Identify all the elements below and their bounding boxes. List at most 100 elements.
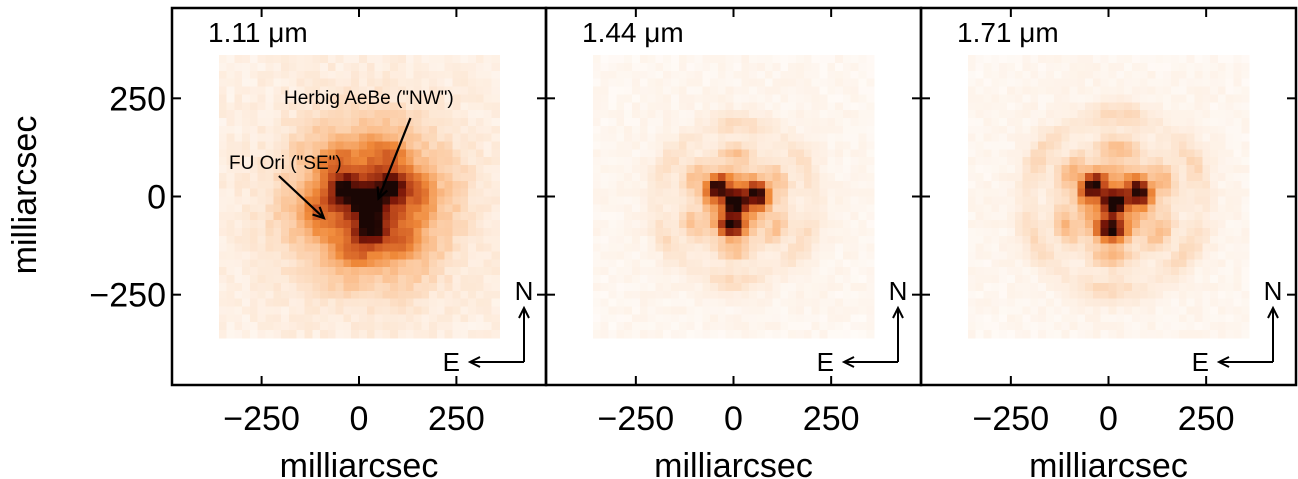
heatmap-cell <box>1225 196 1235 205</box>
heatmap-cell <box>359 243 368 253</box>
heatmap-cell <box>1006 78 1016 88</box>
heatmap-cell <box>1092 110 1102 119</box>
heatmap-cell <box>1077 157 1086 166</box>
heatmap-cell <box>1006 70 1016 80</box>
heatmap-cell <box>397 141 407 150</box>
heatmap-cell <box>850 94 860 103</box>
heatmap-cell <box>780 322 789 331</box>
heatmap-cell <box>631 102 641 111</box>
heatmap-cell <box>491 188 500 198</box>
heatmap-cell <box>1147 322 1156 331</box>
heatmap-cell <box>468 102 477 111</box>
heatmap-cell <box>1038 220 1047 229</box>
wavelength-value: 1.71 <box>957 17 1019 48</box>
heatmap-cell <box>1131 306 1141 315</box>
heatmap-cell <box>1241 70 1250 80</box>
heatmap-cell <box>491 172 500 182</box>
heatmap-cell <box>1139 314 1149 323</box>
heatmap-image <box>218 55 500 339</box>
heatmap-cell <box>1014 298 1024 308</box>
heatmap-cell <box>452 212 461 221</box>
x-axis-label: milliarcsec <box>654 447 813 479</box>
annotation-label: FU Ori ("SE") <box>229 153 342 174</box>
heatmap-cell <box>296 322 306 331</box>
heatmap-cell <box>1108 94 1117 103</box>
heatmap-cell <box>1069 282 1078 292</box>
heatmap-cell <box>741 133 750 143</box>
heatmap-cell <box>1116 125 1125 135</box>
heatmap-cell <box>1077 196 1086 205</box>
heatmap-cell <box>1210 188 1219 198</box>
heatmap-cell <box>631 133 641 143</box>
heatmap-cell <box>281 86 290 95</box>
heatmap-cell <box>1092 322 1102 331</box>
heatmap-cell <box>600 227 610 237</box>
heatmap-cell <box>749 322 758 331</box>
heatmap-cell <box>702 298 711 308</box>
heatmap-cell <box>780 125 789 135</box>
heatmap-cell <box>1116 102 1125 111</box>
heatmap-cell <box>1108 306 1117 315</box>
heatmap-cell <box>1022 86 1031 95</box>
heatmap-cell <box>710 165 719 174</box>
heatmap-cell <box>741 70 750 80</box>
heatmap-cell <box>639 94 649 103</box>
heatmap-cell <box>678 267 688 276</box>
heatmap-cell <box>226 78 235 88</box>
compass-east-arrow <box>841 356 855 368</box>
heatmap-cell <box>975 157 985 166</box>
heatmap-cell <box>1241 227 1250 237</box>
heatmap-cell <box>1069 267 1078 276</box>
heatmap-cell <box>436 259 446 268</box>
heatmap-cell <box>1061 259 1071 268</box>
compass-east-label: E <box>443 347 460 377</box>
heatmap-cell <box>850 141 860 150</box>
heatmap-cell <box>624 86 633 95</box>
heatmap-cell <box>249 110 259 119</box>
heatmap-cell <box>655 55 664 64</box>
heatmap-cell <box>249 243 259 253</box>
heatmap-cell <box>1108 290 1117 300</box>
heatmap-cell <box>1210 157 1219 166</box>
heatmap-cell <box>1131 330 1141 339</box>
heatmap-cell <box>1085 259 1094 268</box>
heatmap-cell <box>343 62 352 72</box>
heatmap-cell <box>273 62 282 72</box>
heatmap-cell <box>764 243 774 253</box>
heatmap-cell <box>678 157 688 166</box>
heatmap-cell <box>764 172 774 182</box>
heatmap-cell <box>671 141 680 150</box>
heatmap-cell <box>452 243 461 253</box>
heatmap-cell <box>1131 117 1141 127</box>
heatmap-cell <box>343 196 352 205</box>
heatmap-cell <box>1217 267 1227 276</box>
heatmap-cell <box>756 62 766 72</box>
heatmap-cell <box>1194 267 1203 276</box>
heatmap-cell <box>764 149 774 158</box>
heatmap-cell <box>842 235 852 245</box>
heatmap-cell <box>359 298 368 308</box>
heatmap-cell <box>999 117 1008 127</box>
heatmap-cell <box>397 70 407 80</box>
heatmap-cell <box>1225 55 1235 64</box>
heatmap-cell <box>999 251 1008 260</box>
heatmap-cell <box>1100 133 1110 143</box>
heatmap-cell <box>1217 188 1227 198</box>
heatmap-cell <box>600 117 610 127</box>
heatmap-cell <box>218 267 228 276</box>
heatmap-cell <box>983 165 992 174</box>
heatmap-cell <box>756 94 766 103</box>
heatmap-cell <box>429 322 438 331</box>
heatmap-cell <box>991 70 1000 80</box>
heatmap-cell <box>850 62 860 72</box>
heatmap-cell <box>1030 282 1039 292</box>
heatmap-cell <box>1116 212 1125 221</box>
heatmap-cell <box>359 117 368 127</box>
heatmap-cell <box>1241 322 1250 331</box>
heatmap-cell <box>850 110 860 119</box>
annotation: FU Ori ("SE") <box>229 153 342 220</box>
heatmap-cell <box>468 188 477 198</box>
heatmap-cell <box>663 298 672 308</box>
heatmap-cell <box>772 330 781 339</box>
heatmap-cell <box>1077 133 1086 143</box>
